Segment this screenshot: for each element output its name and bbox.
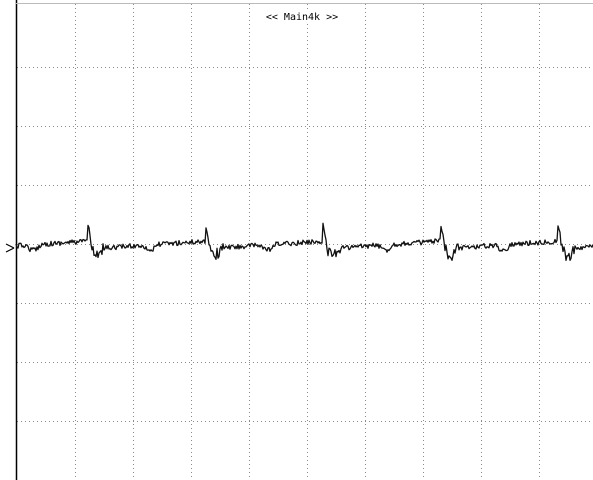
title-background [254,9,350,23]
graticule [17,4,593,480]
screen-title: << Main4k >> [266,12,338,23]
waveform-trace [15,222,593,262]
channel-marker [5,243,15,253]
